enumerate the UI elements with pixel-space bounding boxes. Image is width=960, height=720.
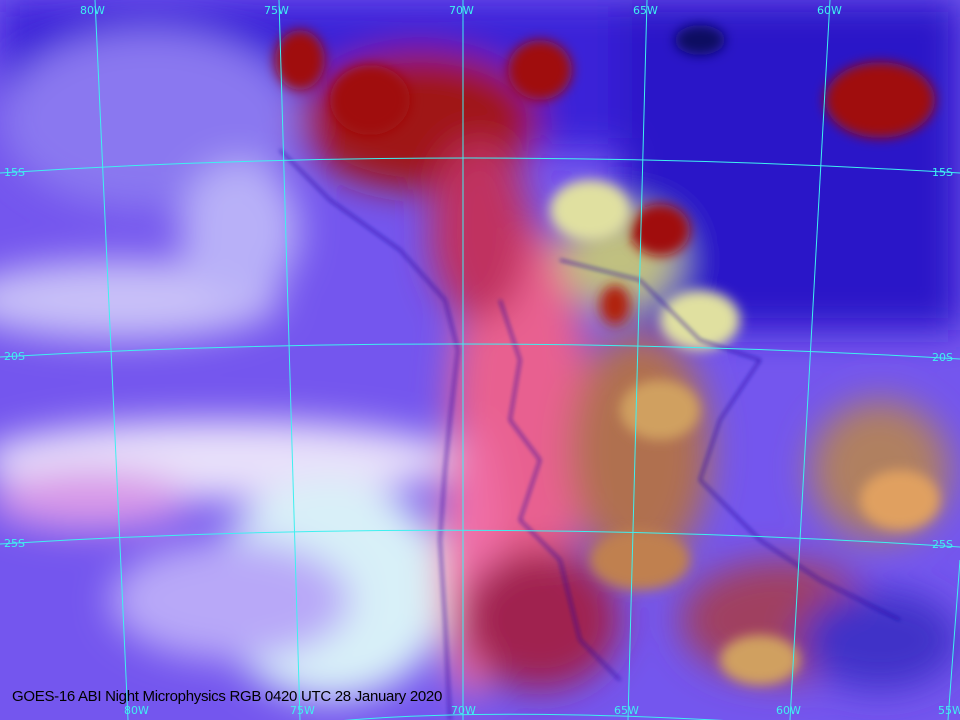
label-bottom-80w: 80W — [124, 704, 149, 717]
coastline — [279, 149, 901, 720]
label-right-20s: 20S — [932, 351, 953, 364]
parallel-30s — [343, 713, 724, 720]
meridian-80w — [94, 0, 129, 720]
label-top-70w: 70W — [449, 4, 474, 17]
label-top-80w: 80W — [80, 4, 105, 17]
label-top-60w: 60W — [817, 4, 842, 17]
label-right-25s: 25S — [932, 538, 953, 551]
label-bottom-55w: 55W — [938, 704, 960, 717]
meridian-75w — [278, 0, 301, 720]
label-top-65w: 65W — [633, 4, 658, 17]
label-top-75w: 75W — [264, 4, 289, 17]
parallel-15s — [0, 157, 960, 174]
label-bottom-75w: 75W — [290, 704, 315, 717]
label-left-20s: 20S — [4, 350, 25, 363]
meridian-60w — [789, 0, 831, 720]
meridian-55w — [947, 559, 960, 720]
label-left-15s: 15S — [4, 166, 25, 179]
label-bottom-60w: 60W — [776, 704, 801, 717]
label-bottom-65w: 65W — [614, 704, 639, 717]
parallel-25s — [0, 529, 960, 548]
parallel-20s — [0, 343, 960, 360]
label-left-25s: 25S — [4, 537, 25, 550]
label-bottom-70w: 70W — [451, 704, 476, 717]
image-caption: GOES-16 ABI Night Microphysics RGB 0420 … — [12, 688, 443, 705]
meridian-65w — [627, 0, 648, 720]
label-right-15s: 15S — [932, 166, 953, 179]
